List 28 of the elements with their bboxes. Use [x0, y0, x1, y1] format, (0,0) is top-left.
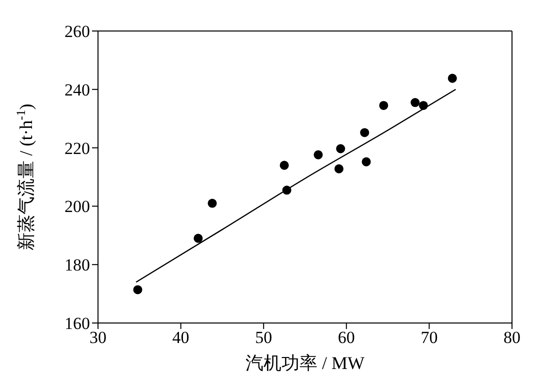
point — [334, 164, 344, 174]
x-tick-label: 70 — [420, 328, 438, 348]
x-tick-label: 40 — [172, 328, 190, 348]
x-axis-title: 汽机功率 / MW — [246, 353, 365, 373]
point — [362, 157, 371, 166]
point — [379, 100, 388, 110]
y-tick-label: 220 — [64, 138, 90, 158]
point — [133, 285, 142, 294]
point — [336, 144, 346, 154]
point — [208, 198, 217, 208]
point — [194, 234, 203, 243]
point — [418, 100, 428, 110]
y-tick-label: 240 — [64, 80, 90, 100]
x-tick-label: 50 — [255, 328, 272, 348]
x-tick-label: 30 — [90, 328, 106, 348]
point — [410, 98, 420, 108]
point — [282, 186, 292, 195]
point — [280, 160, 289, 170]
x-tick-label: 60 — [338, 328, 355, 348]
y-tick-label: 200 — [64, 197, 90, 216]
x-tick-label: 80 — [504, 328, 520, 348]
point — [314, 150, 323, 160]
point — [360, 128, 370, 138]
y-tick-label: 160 — [64, 314, 90, 334]
y-tick-label: 260 — [64, 22, 90, 42]
y-tick-label: 180 — [64, 256, 90, 275]
line-series — [135, 88, 456, 283]
point — [448, 74, 457, 83]
